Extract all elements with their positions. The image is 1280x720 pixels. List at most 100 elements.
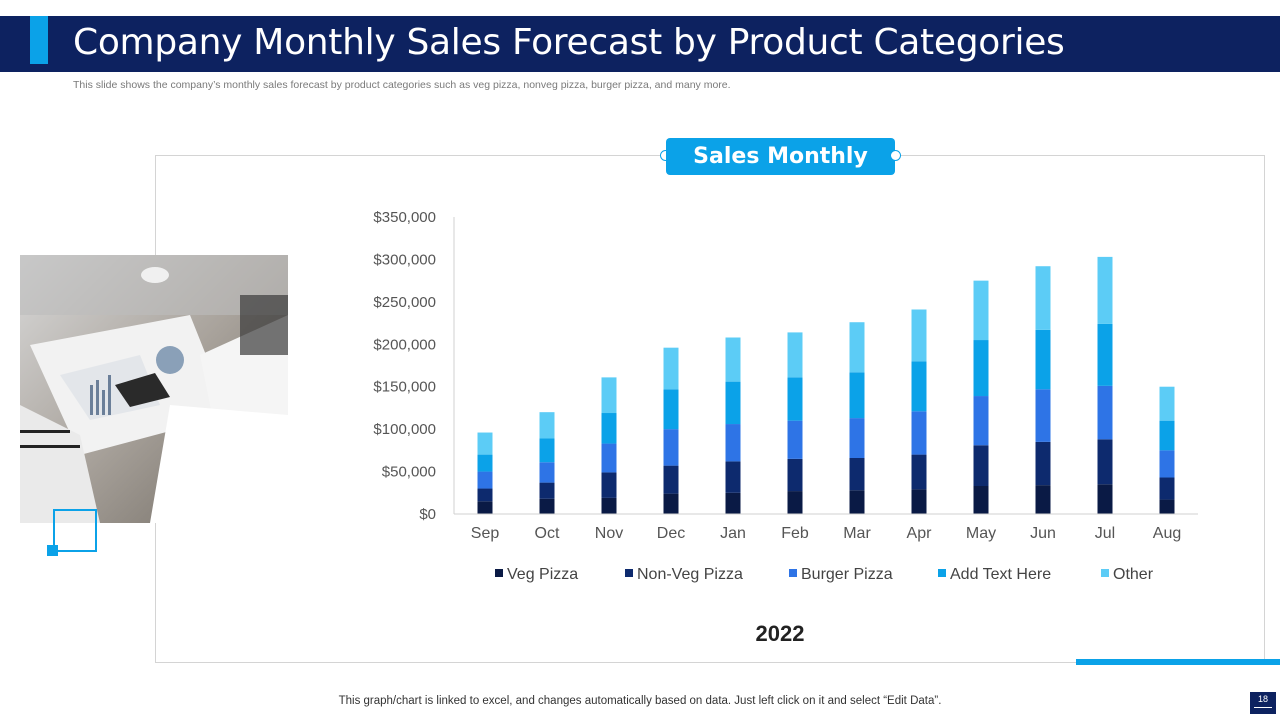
bar-segment: [1159, 386, 1175, 421]
x-axis: Sep Oct Nov Dec Jan Feb Mar Apr May Jun Jul Aug: [454, 513, 1198, 542]
pill-right-dot: [890, 150, 901, 161]
y-tick-label: $0: [419, 506, 436, 523]
bottom-accent-bar: [1076, 659, 1280, 665]
x-tick-label: Feb: [781, 525, 809, 542]
bar-segment: [663, 347, 679, 390]
bar-segment: [601, 497, 617, 514]
bar-segment: [539, 462, 555, 483]
title-accent-bar: [30, 16, 48, 64]
bar-segment: [1097, 484, 1113, 514]
x-axis-title: 2022: [755, 621, 805, 646]
bar-segment: [973, 445, 989, 486]
bar-segment: [1035, 329, 1051, 390]
bar-segment: [725, 492, 741, 514]
y-tick-label: $300,000: [373, 251, 436, 268]
bar-segment: [973, 396, 989, 446]
y-axis: $0 $50,000 $100,000 $150,000 $200,000 $250,00…: [373, 209, 455, 523]
legend-label: Non-Veg Pizza: [637, 566, 743, 583]
legend-label: Burger Pizza: [801, 566, 893, 583]
bar-segment: [725, 424, 741, 462]
bar-segment: [849, 372, 865, 419]
page-subtitle: This slide shows the company’s monthly s…: [73, 79, 731, 91]
bar-segment: [787, 377, 803, 421]
x-tick-label: Jul: [1095, 525, 1115, 542]
chart-legend: Veg Pizza Non-Veg Pizza Burger Pizza Add Te…: [495, 566, 1154, 583]
x-tick-label: Mar: [843, 525, 871, 542]
bar-segment: [1097, 385, 1113, 440]
bar-segment: [477, 501, 493, 514]
bar-segment: [787, 458, 803, 492]
bar-segment: [973, 280, 989, 341]
x-tick-label: Nov: [595, 525, 623, 542]
x-tick-label: May: [966, 525, 996, 542]
bar-segment: [1097, 323, 1113, 386]
bar-segment: [787, 420, 803, 459]
bar-segment: [663, 389, 679, 430]
legend-label: Veg Pizza: [507, 566, 578, 583]
bar-segment: [787, 332, 803, 378]
x-tick-label: Dec: [657, 525, 685, 542]
legend-swatch: [625, 569, 633, 577]
bar-segment: [477, 432, 493, 455]
y-tick-label: $150,000: [373, 379, 436, 396]
bar-segment: [911, 454, 927, 490]
bar-segment: [601, 377, 617, 414]
y-tick-label: $250,000: [373, 294, 436, 311]
y-tick-label: $50,000: [382, 464, 436, 481]
x-tick-label: Sep: [471, 525, 500, 542]
title-bar: [0, 16, 1280, 72]
bar-segment: [911, 309, 927, 362]
bar-segment: [911, 361, 927, 412]
legend-swatch: [789, 569, 797, 577]
y-tick-label: $200,000: [373, 336, 436, 353]
y-tick-label: $350,000: [373, 209, 436, 226]
bar-segment: [601, 443, 617, 473]
bar-segment: [477, 471, 493, 489]
bar-segment: [911, 489, 927, 514]
bar-segment: [849, 418, 865, 458]
bar-segment: [973, 340, 989, 397]
x-tick-label: Jun: [1030, 525, 1056, 542]
bar-segment: [1035, 485, 1051, 514]
page-number: 18: [1250, 692, 1276, 714]
legend-label: Add Text Here: [950, 566, 1051, 583]
bar-segment: [1159, 477, 1175, 500]
bar-segment: [539, 438, 555, 463]
x-tick-label: Apr: [907, 525, 933, 542]
photo-illustration: [20, 255, 288, 523]
business-meeting-photo: [20, 255, 288, 523]
bar-segment: [601, 413, 617, 444]
bar-segment: [787, 491, 803, 514]
x-tick-label: Aug: [1153, 525, 1181, 542]
bar-group: [477, 256, 1175, 514]
bar-segment: [973, 485, 989, 514]
bar-segment: [725, 337, 741, 382]
bar-segment: [539, 498, 555, 514]
bar-segment: [477, 488, 493, 502]
bar-segment: [1159, 420, 1175, 451]
legend-swatch: [1101, 569, 1109, 577]
bar-segment: [1159, 450, 1175, 478]
bar-segment: [1097, 256, 1113, 324]
bar-segment: [663, 493, 679, 514]
bar-segment: [539, 482, 555, 499]
bar-segment: [1097, 439, 1113, 485]
legend-label: Other: [1113, 566, 1154, 583]
bar-segment: [725, 461, 741, 493]
y-tick-label: $100,000: [373, 421, 436, 438]
bar-segment: [911, 411, 927, 455]
bar-segment: [539, 412, 555, 439]
legend-swatch: [495, 569, 503, 577]
footer-note: This graph/chart is linked to excel, and…: [0, 695, 1280, 707]
bar-segment: [849, 457, 865, 491]
bar-segment: [663, 429, 679, 466]
bar-segment: [1035, 389, 1051, 442]
x-tick-label: Jan: [720, 525, 746, 542]
bar-segment: [1035, 441, 1051, 486]
bar-segment: [849, 322, 865, 373]
chart-title: Sales Monthly: [666, 138, 895, 175]
bar-segment: [601, 472, 617, 498]
bar-segment: [725, 381, 741, 425]
page-title: Company Monthly Sales Forecast by Produc…: [73, 22, 1065, 63]
legend-swatch: [938, 569, 946, 577]
